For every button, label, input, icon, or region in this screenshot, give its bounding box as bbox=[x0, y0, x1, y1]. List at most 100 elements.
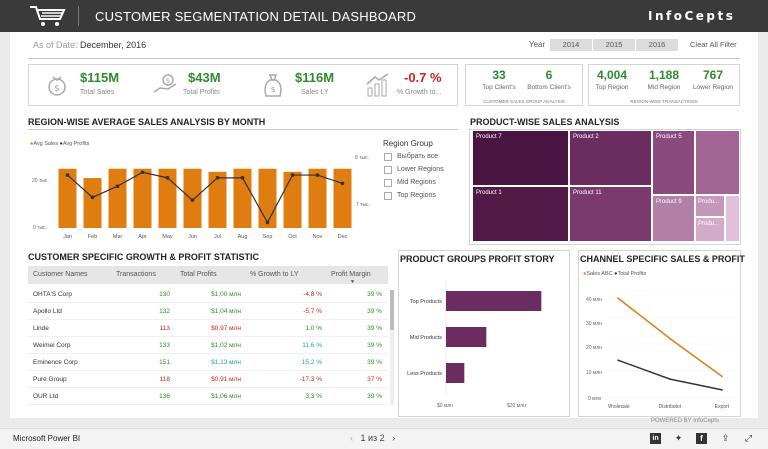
region-option-all[interactable]: Выбрать все bbox=[397, 153, 439, 160]
shopping-cart-icon bbox=[30, 6, 66, 26]
pp-bar-0 bbox=[446, 291, 542, 311]
pp-x-tick-1: $20 млн bbox=[507, 403, 526, 409]
region-chart-divider bbox=[28, 129, 458, 130]
region-x-tick: Aug bbox=[238, 234, 248, 240]
region-option-mid[interactable]: Mid Regions bbox=[397, 179, 436, 186]
region-x-tick: Mar bbox=[113, 234, 123, 240]
cell-margin: 39 % bbox=[367, 325, 382, 332]
region-x-tick: Jul bbox=[214, 234, 221, 240]
clear-filter-button[interactable]: Clear All Filter bbox=[690, 40, 737, 49]
prev-page-icon[interactable]: ‹ bbox=[350, 433, 353, 443]
ch-line-0 bbox=[617, 297, 723, 378]
table-row[interactable]: Linde 113 $0,97 млн 1,0 % 39 % bbox=[28, 320, 388, 337]
cell-tx: 130 bbox=[159, 291, 170, 298]
channel-panel bbox=[578, 250, 741, 417]
cell-profit: $1,04 млн bbox=[211, 308, 241, 315]
page-title: CUSTOMER SEGMENTATION DETAIL DASHBOARD bbox=[95, 9, 417, 24]
treemap-product-5[interactable]: Product 5 bbox=[652, 130, 695, 195]
region-bar-may bbox=[158, 168, 177, 228]
region-profit-point-mar bbox=[115, 184, 120, 189]
col-transactions[interactable]: Transactions bbox=[116, 271, 156, 278]
kpi-total-sales-value: $115M bbox=[80, 70, 120, 85]
table-row[interactable]: OUR Ltd 136 $1,06 млн 3,3 % 39 % bbox=[28, 388, 388, 405]
legend-dot-profits: ● bbox=[59, 141, 63, 147]
cell-growth: 15,2 % bbox=[301, 359, 322, 366]
linkedin-icon[interactable]: in bbox=[650, 433, 661, 444]
ch-point bbox=[617, 297, 619, 299]
power-bi-label[interactable]: Microsoft Power BI bbox=[13, 434, 81, 443]
treemap-product-1[interactable]: Product 1 bbox=[472, 186, 569, 242]
treemap-product-7[interactable]: Product 7 bbox=[472, 130, 569, 186]
cell-tx: 133 bbox=[159, 342, 170, 349]
as-of-value: December, 2016 bbox=[80, 40, 147, 50]
share-icon[interactable]: ⇪ bbox=[721, 433, 730, 443]
treemap-product-a[interactable]: Produ... bbox=[695, 195, 725, 217]
pp-category-label: Top Products bbox=[410, 299, 442, 305]
cell-name: Pure Group bbox=[33, 376, 67, 383]
top-region-value: 4,004 bbox=[596, 68, 628, 82]
table-row[interactable]: Eminence Corp 151 $1,13 млн 15,2 % 39 % bbox=[28, 354, 388, 371]
cell-growth: -17,3 % bbox=[299, 376, 322, 383]
sort-down-icon[interactable]: ▼ bbox=[350, 279, 355, 285]
pager: ‹ 1 из 2 › bbox=[350, 433, 395, 443]
cell-margin: 39 % bbox=[367, 359, 382, 366]
region-profit-point-aug bbox=[240, 176, 245, 180]
scrollbar-thumb[interactable] bbox=[390, 290, 394, 330]
cell-growth: -5,7 % bbox=[303, 308, 322, 315]
col-customer-names[interactable]: Customer Names bbox=[33, 271, 88, 278]
region-checkbox-mid[interactable] bbox=[384, 179, 392, 187]
legend-sales-abc: Sales ABC bbox=[586, 271, 613, 277]
treemap-product-small[interactable] bbox=[695, 130, 740, 195]
lower-region-value: 767 bbox=[702, 68, 724, 82]
region-bar-jan bbox=[58, 168, 77, 228]
region-option-lower[interactable]: Lower Regions bbox=[397, 166, 444, 173]
table-row[interactable]: Weimei Corp 133 $1,02 млн 11,6 % 39 % bbox=[28, 337, 388, 354]
facebook-icon[interactable]: f bbox=[696, 433, 707, 444]
cell-tx: 113 bbox=[159, 325, 170, 332]
cell-tx: 136 bbox=[159, 393, 170, 400]
twitter-icon[interactable]: ✦ bbox=[674, 433, 683, 443]
legend-dot-sales-abc: ● bbox=[583, 271, 587, 277]
col-growth[interactable]: % Growth to LY bbox=[250, 271, 299, 278]
ch-x-tick: Wholesale bbox=[608, 404, 630, 410]
pp-bar-1 bbox=[446, 327, 487, 347]
svg-text:$: $ bbox=[166, 77, 170, 85]
col-total-profits[interactable]: Total Profits bbox=[180, 271, 217, 278]
year-2016-button[interactable]: 2016 bbox=[636, 39, 678, 51]
cell-margin: 39 % bbox=[367, 308, 382, 315]
treemap-product-9[interactable]: Product 9 bbox=[652, 195, 695, 242]
treemap-product-11[interactable]: Product 11 bbox=[569, 186, 652, 242]
table-scrollbar[interactable] bbox=[390, 290, 394, 405]
treemap-label: Product 5 bbox=[656, 134, 682, 140]
hand-money-icon: $ bbox=[153, 74, 177, 93]
region-x-tick: Apr bbox=[138, 234, 147, 240]
expand-icon[interactable]: ⤢ bbox=[744, 433, 753, 443]
year-2014-button[interactable]: 2014 bbox=[550, 39, 592, 51]
as-of-label: As of Date: bbox=[33, 40, 78, 50]
table-row[interactable]: Apollo Ltd 132 $1,04 млн -5,7 % 39 % bbox=[28, 303, 388, 320]
next-page-icon[interactable]: › bbox=[392, 433, 396, 443]
table-row[interactable]: OHTA'S Corp 130 $1,00 млн -4,8 % 39 % bbox=[28, 286, 388, 303]
mid-region-label: Mid Region bbox=[647, 84, 681, 91]
treemap-product-c[interactable] bbox=[725, 195, 740, 242]
treemap-product-b[interactable]: Produ... bbox=[695, 217, 725, 242]
cell-tx: 118 bbox=[159, 376, 170, 383]
pp-bar-2 bbox=[446, 363, 465, 383]
col-profit-margin[interactable]: Profit Margin bbox=[331, 271, 371, 278]
header-divider bbox=[78, 6, 79, 26]
region-checkbox-lower[interactable] bbox=[384, 166, 392, 174]
cell-margin: 39 % bbox=[367, 342, 382, 349]
region-profit-point-dec bbox=[340, 181, 345, 186]
svg-text:$: $ bbox=[270, 85, 275, 94]
region-bar-oct bbox=[283, 171, 302, 228]
treemap-product-2[interactable]: Product 2 bbox=[569, 130, 652, 186]
year-2015-button[interactable]: 2015 bbox=[593, 39, 635, 51]
table-row[interactable]: Pure Group 118 $0,91 млн -17,3 % 37 % bbox=[28, 371, 388, 388]
region-profit-point-jan bbox=[65, 173, 70, 177]
region-chart-title: REGION-WISE AVERAGE SALES ANALYSIS BY MO… bbox=[28, 117, 266, 127]
region-option-top[interactable]: Top Regions bbox=[397, 192, 436, 199]
year-label: Year bbox=[529, 40, 546, 49]
region-bar-feb bbox=[83, 178, 102, 228]
region-checkbox-all[interactable] bbox=[384, 153, 392, 161]
region-checkbox-top[interactable] bbox=[384, 192, 392, 200]
